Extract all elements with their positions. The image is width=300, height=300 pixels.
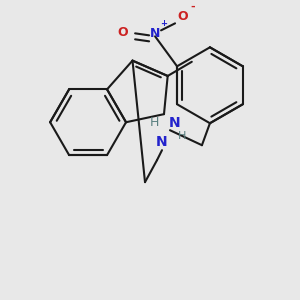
Text: O: O: [118, 26, 128, 39]
Text: H: H: [149, 116, 159, 129]
Text: +: +: [160, 19, 168, 28]
Text: N: N: [156, 135, 168, 149]
Text: N: N: [169, 116, 180, 130]
Text: O: O: [178, 10, 188, 23]
Text: H: H: [178, 131, 186, 141]
Text: N: N: [150, 27, 160, 40]
Text: -: -: [191, 2, 195, 11]
